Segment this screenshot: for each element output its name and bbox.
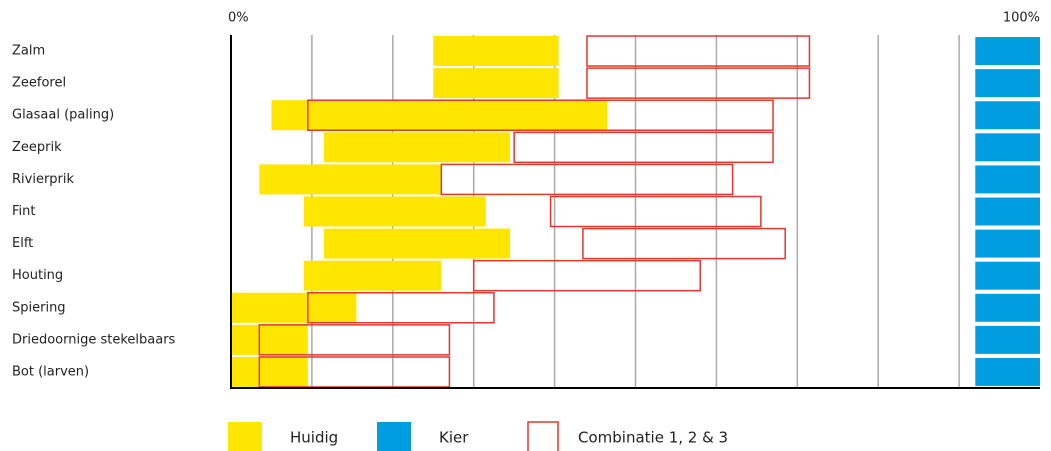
range-bar bbox=[433, 68, 559, 99]
category-label: Rivierprik bbox=[12, 172, 75, 187]
category-label: Zalm bbox=[12, 44, 45, 59]
range-bar bbox=[231, 324, 308, 355]
legend-label: Kier bbox=[439, 429, 469, 447]
legend-swatch bbox=[377, 422, 411, 451]
category-label: Bot (larven) bbox=[12, 364, 89, 379]
range-bar bbox=[258, 324, 451, 356]
range-bar bbox=[975, 293, 1040, 322]
range-bar bbox=[231, 292, 357, 323]
range-bar bbox=[324, 132, 511, 163]
range-bar bbox=[549, 195, 762, 228]
category-label: Spiering bbox=[12, 300, 66, 315]
range-bar bbox=[307, 292, 495, 324]
x-tick-label: 100% bbox=[1003, 11, 1040, 26]
range-bar bbox=[440, 163, 734, 196]
range-bar bbox=[231, 356, 308, 387]
range-bar bbox=[472, 259, 701, 292]
legend-swatch bbox=[527, 421, 559, 451]
legend-swatch bbox=[228, 422, 262, 451]
category-label: Zeeprik bbox=[12, 140, 62, 155]
category-label: Zeeforel bbox=[12, 76, 66, 91]
range-bar bbox=[586, 35, 811, 67]
range-bar bbox=[433, 36, 559, 67]
category-label: Elft bbox=[12, 236, 33, 251]
category-label: Houting bbox=[12, 268, 63, 283]
range-bar bbox=[258, 356, 451, 388]
range-bar bbox=[975, 165, 1040, 194]
category-label: Glasaal (paling) bbox=[12, 108, 114, 123]
legend-label: Combinatie 1, 2 & 3 bbox=[578, 429, 728, 447]
category-label: Driedoornige stekelbaars bbox=[12, 332, 176, 347]
range-bar bbox=[259, 164, 442, 195]
x-tick-label: 0% bbox=[228, 11, 249, 26]
range-bar bbox=[975, 229, 1040, 258]
range-bar bbox=[975, 261, 1040, 290]
range-bar bbox=[513, 131, 774, 164]
range-bar bbox=[975, 37, 1040, 66]
category-label: Fint bbox=[12, 204, 35, 219]
range-bar bbox=[307, 99, 774, 131]
legend-label: Huidig bbox=[290, 429, 338, 447]
range-bar bbox=[975, 357, 1040, 386]
range-bar bbox=[975, 101, 1040, 130]
range-bar bbox=[271, 100, 608, 131]
range-bar bbox=[975, 325, 1040, 354]
range-bar bbox=[324, 228, 511, 259]
range-bar bbox=[303, 196, 486, 227]
range-bar bbox=[586, 67, 811, 99]
range-bar bbox=[975, 69, 1040, 98]
range-bar bbox=[303, 260, 442, 291]
range-bar bbox=[975, 197, 1040, 226]
range-bar bbox=[582, 227, 786, 260]
range-bar bbox=[975, 133, 1040, 162]
